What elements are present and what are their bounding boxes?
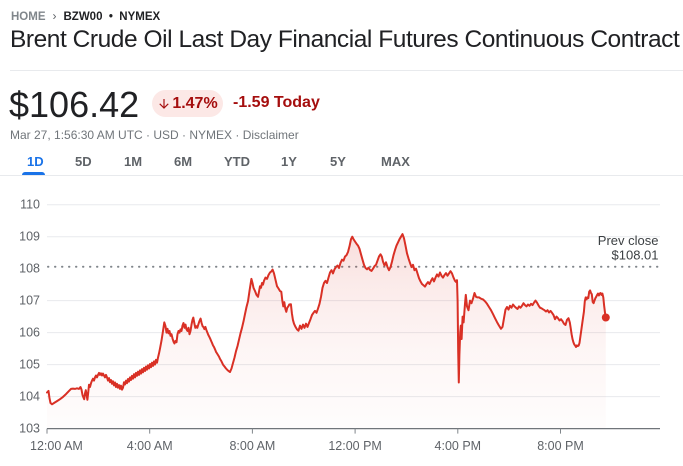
svg-text:12:00 AM: 12:00 AM: [30, 439, 83, 453]
svg-text:Prev close: Prev close: [598, 233, 659, 248]
svg-text:109: 109: [19, 230, 40, 244]
svg-text:12:00 PM: 12:00 PM: [328, 439, 382, 453]
svg-text:104: 104: [19, 390, 40, 404]
svg-text:8:00 PM: 8:00 PM: [537, 439, 584, 453]
svg-text:105: 105: [19, 358, 40, 372]
svg-text:106: 106: [19, 326, 40, 340]
svg-text:107: 107: [19, 294, 40, 308]
svg-text:110: 110: [20, 198, 40, 212]
svg-text:$108.01: $108.01: [612, 248, 659, 263]
svg-text:4:00 PM: 4:00 PM: [435, 439, 482, 453]
svg-text:4:00 AM: 4:00 AM: [127, 439, 173, 453]
svg-text:8:00 AM: 8:00 AM: [229, 439, 275, 453]
svg-text:108: 108: [19, 262, 40, 276]
svg-text:103: 103: [19, 422, 40, 436]
